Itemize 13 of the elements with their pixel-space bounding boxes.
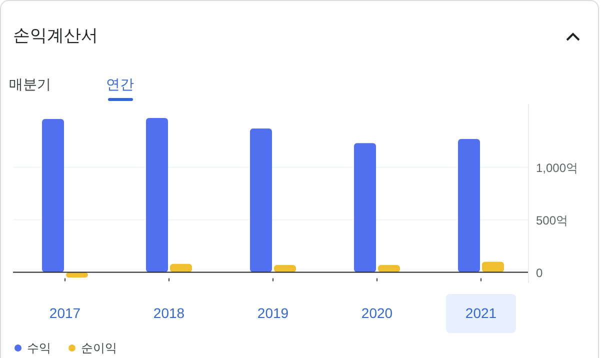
- legend: 수익: [27, 341, 51, 355]
- xtick: 2021: [465, 305, 497, 321]
- annotation: 매분기: [9, 76, 51, 92]
- ytick: 1,000억: [536, 160, 578, 175]
- xtick: 2020: [361, 305, 393, 321]
- ytick: 500억: [536, 213, 568, 228]
- xtick: 2019: [257, 305, 289, 321]
- title: 손익계산서: [13, 26, 98, 45]
- ytick: 0: [536, 266, 543, 280]
- annotation: 연간: [106, 76, 134, 92]
- xtick: 2018: [153, 305, 185, 321]
- xtick: 2017: [49, 305, 81, 321]
- legend: 순이익: [81, 341, 117, 355]
